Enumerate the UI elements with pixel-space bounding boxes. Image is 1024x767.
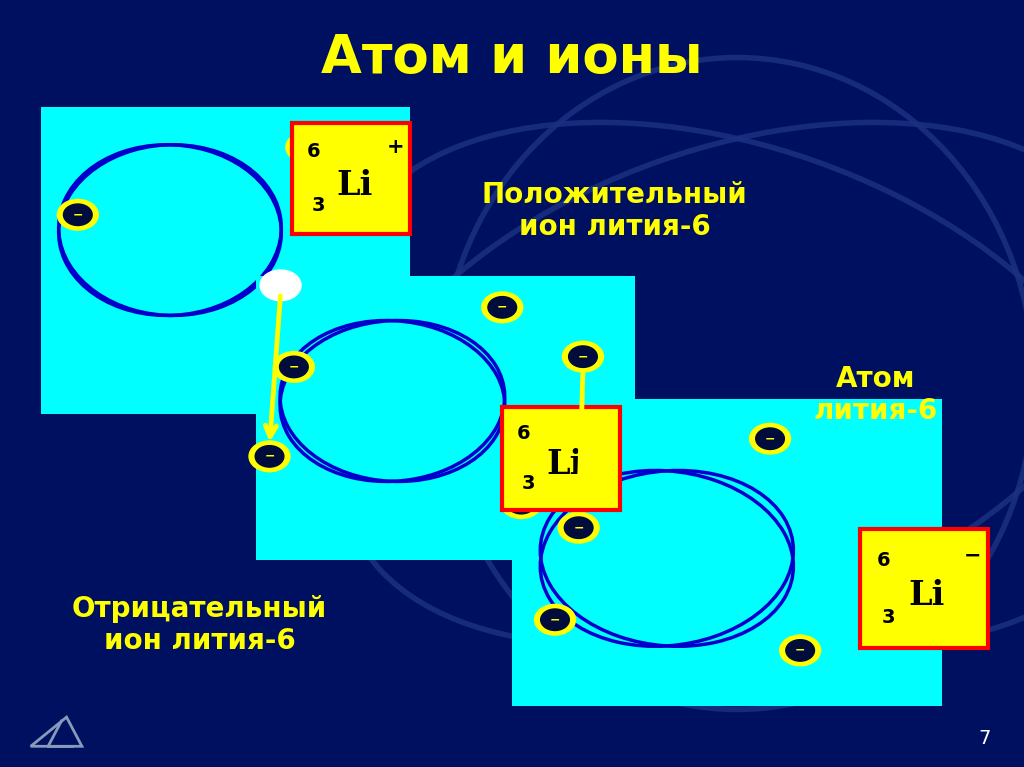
Text: −: − [550,479,560,491]
Text: −: − [73,209,83,221]
Bar [860,529,988,648]
Text: −: − [550,614,560,626]
Text: +: + [182,207,195,222]
Text: +: + [378,374,390,389]
Circle shape [57,199,98,230]
Text: 3: 3 [312,196,326,215]
Text: +: + [387,137,404,157]
Text: 3: 3 [882,607,895,627]
Circle shape [342,391,389,426]
Circle shape [155,229,202,265]
Text: Атом
лития-6: Атом лития-6 [813,365,938,425]
Text: 6: 6 [877,551,891,570]
Circle shape [541,609,569,630]
Text: Li: Li [547,448,583,481]
Circle shape [273,351,314,382]
Text: Положительный
ион лития-6: Положительный ион лития-6 [481,181,748,241]
Text: +: + [634,558,646,574]
Circle shape [785,640,814,661]
Text: −: − [497,301,508,314]
Circle shape [651,558,698,593]
Circle shape [568,346,597,367]
Circle shape [662,525,709,561]
Circle shape [616,548,664,584]
Text: +: + [156,202,168,218]
Text: −: − [289,360,299,374]
Circle shape [558,512,599,543]
Text: −: − [795,644,806,657]
Circle shape [541,474,569,495]
Circle shape [177,206,224,242]
Circle shape [535,469,575,500]
Text: +: + [652,531,665,546]
Bar [512,399,942,706]
Circle shape [535,604,575,635]
Text: −: − [573,522,584,534]
Circle shape [360,364,408,399]
Circle shape [138,193,185,228]
Bar [41,107,410,414]
Text: +: + [137,230,150,245]
Text: +: + [404,378,417,393]
Text: −: − [964,545,982,565]
Bar [292,123,410,234]
Circle shape [120,220,167,255]
Circle shape [280,356,308,377]
Circle shape [255,446,284,467]
Circle shape [635,521,682,556]
Text: Li: Li [909,579,945,612]
Circle shape [387,368,434,403]
Circle shape [562,341,603,372]
Text: −: − [516,497,526,509]
Circle shape [674,535,721,570]
Text: −: − [264,450,274,463]
Circle shape [260,270,301,301]
Circle shape [340,376,387,411]
Text: +: + [679,535,691,551]
Text: Li: Li [337,169,373,202]
Circle shape [756,428,784,449]
Text: Отрицательный
ион лития-6: Отрицательный ион лития-6 [72,595,328,655]
Text: 6: 6 [307,142,321,161]
Text: −: − [765,433,775,445]
Text: −: − [578,351,588,363]
Circle shape [481,292,522,323]
Circle shape [564,517,593,538]
Text: +: + [359,401,372,416]
Circle shape [292,137,321,158]
Circle shape [249,441,290,472]
Bar [256,276,635,560]
Text: 6: 6 [517,424,530,443]
Text: 3: 3 [522,474,536,492]
Text: 7: 7 [979,729,991,748]
Circle shape [165,197,212,232]
Text: Атом и ионы: Атом и ионы [322,31,702,84]
Circle shape [63,204,92,225]
Circle shape [750,423,791,454]
Circle shape [779,635,820,666]
Circle shape [507,492,536,514]
Circle shape [286,132,327,163]
Circle shape [118,205,165,240]
Circle shape [377,400,424,436]
Bar [502,407,620,510]
Circle shape [399,377,446,413]
Circle shape [501,488,542,518]
Circle shape [614,533,662,568]
Text: −: − [301,141,311,153]
Circle shape [487,297,516,318]
